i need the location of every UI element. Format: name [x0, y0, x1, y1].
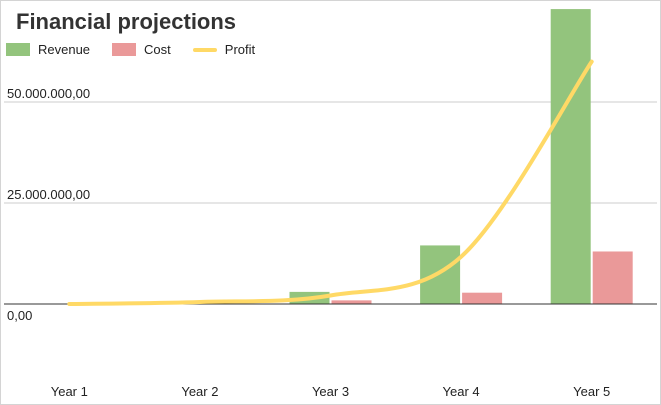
x-tick-label-3: Year 4 [443, 384, 480, 399]
bar-revenue-3 [420, 245, 461, 304]
x-tick-label-0: Year 1 [51, 384, 88, 399]
series-line-profit [67, 59, 594, 306]
y-tick-label-0: 0,00 [7, 308, 32, 323]
x-tick-label-1: Year 2 [181, 384, 218, 399]
legend-swatch-revenue [6, 43, 30, 56]
bar-cost-4 [592, 251, 633, 304]
legend-item-revenue[interactable]: Revenue [6, 42, 90, 57]
y-tick-label-2: 50.000.000,00 [7, 86, 90, 101]
legend-swatch-profit [192, 47, 217, 52]
bar-cost-3 [462, 292, 503, 304]
legend-item-profit[interactable]: Profit [192, 42, 256, 57]
bar-revenue-4 [550, 9, 591, 305]
legend: Revenue Cost Profit [6, 42, 277, 57]
legend-label-cost: Cost [144, 42, 171, 57]
legend-swatch-cost [112, 43, 137, 56]
x-tick-label-4: Year 5 [573, 384, 610, 399]
legend-label-profit: Profit [224, 42, 256, 57]
x-tick-label-2: Year 3 [312, 384, 349, 399]
chart-title: Financial projections [16, 9, 237, 34]
legend-label-revenue: Revenue [38, 42, 91, 57]
bar-cost-2 [331, 300, 372, 304]
legend-item-cost[interactable]: Cost [112, 42, 171, 57]
y-tick-label-1: 25.000.000,00 [7, 187, 90, 202]
